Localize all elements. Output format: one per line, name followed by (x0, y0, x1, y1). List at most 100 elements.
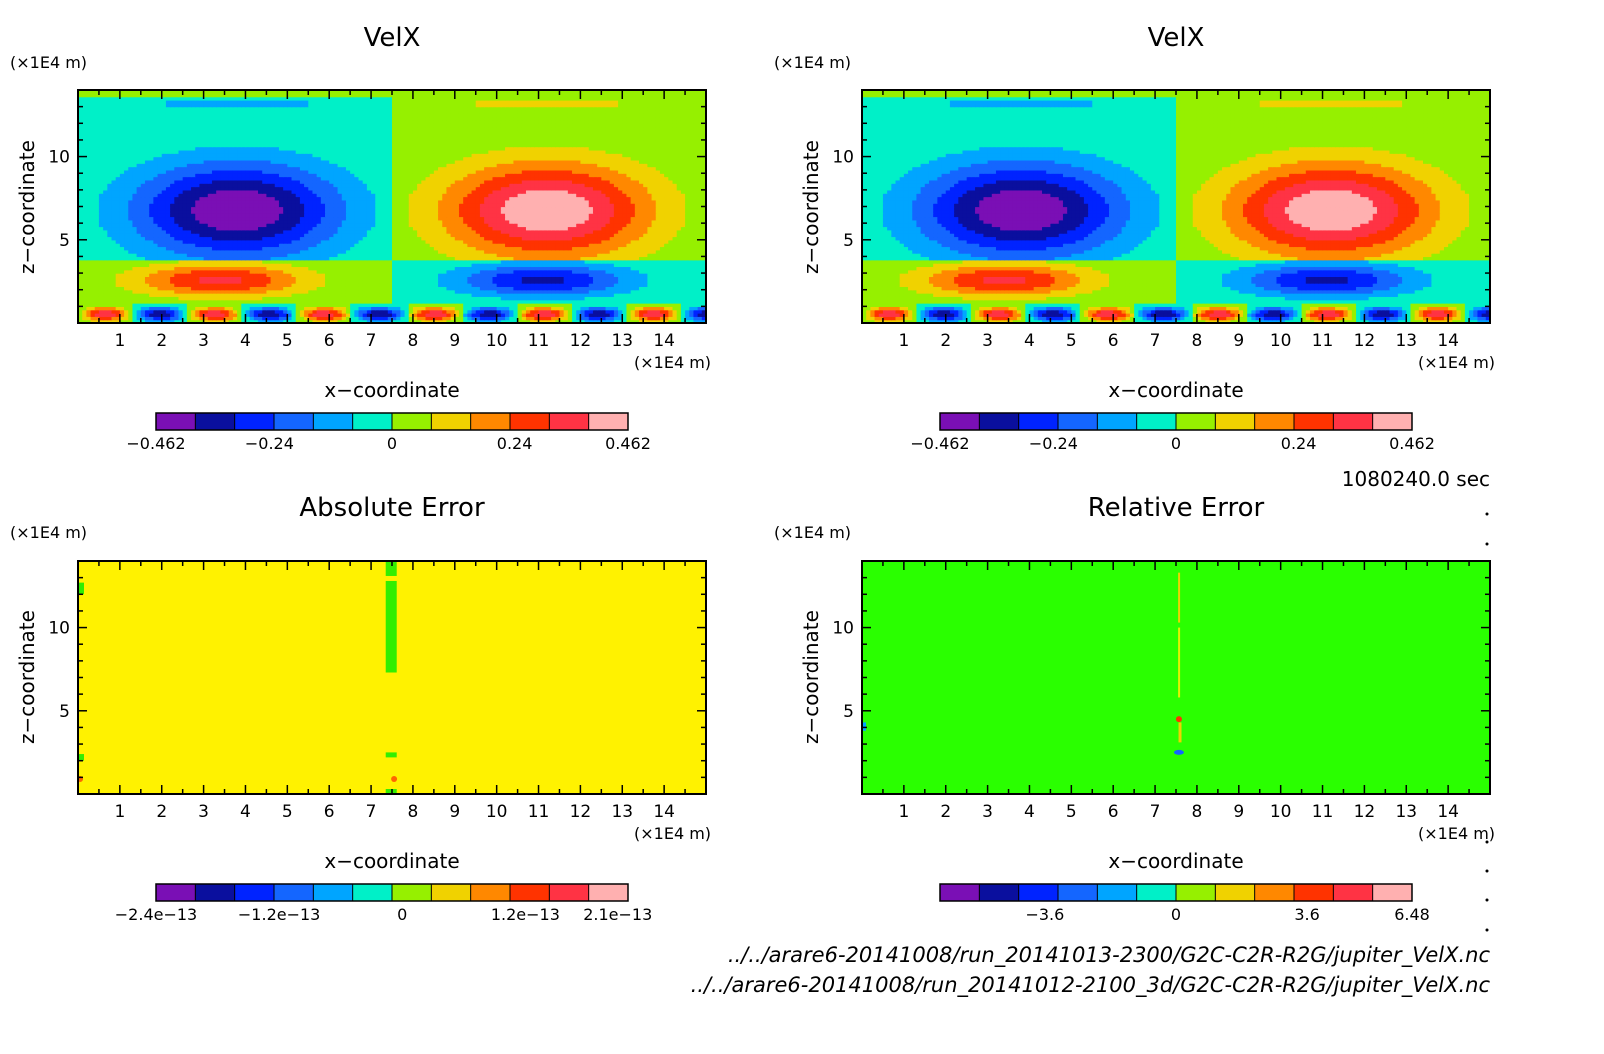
field-cell (186, 256, 192, 261)
field-cell (488, 303, 494, 307)
field-cell (697, 313, 703, 317)
field-cell (136, 233, 142, 238)
field-cell (689, 303, 695, 307)
field-cell (542, 253, 548, 258)
field-cell (362, 226, 368, 231)
field-cell (178, 319, 184, 323)
field-cell (220, 316, 226, 321)
field-cell (266, 309, 272, 314)
field-cell (262, 229, 267, 234)
field-cell (685, 223, 690, 228)
field-cell (613, 289, 619, 294)
field-cell (82, 273, 87, 277)
field-cell (366, 259, 372, 264)
field-cell (170, 299, 175, 304)
field-cell (308, 279, 314, 284)
field-cell (345, 263, 351, 268)
field-cell (396, 243, 401, 248)
field-cell (383, 309, 389, 314)
field-cell (622, 316, 628, 321)
field-cell (78, 236, 83, 241)
field-cell (530, 289, 535, 294)
field-cell (237, 299, 242, 304)
field-cell (366, 283, 372, 287)
field-cell (421, 219, 427, 224)
field-cell (521, 266, 527, 271)
field-cell (362, 273, 368, 277)
field-cell (258, 236, 263, 241)
field-cell (211, 226, 217, 231)
field-cell (170, 296, 175, 301)
field-cell (228, 229, 234, 234)
field-cell (584, 283, 590, 287)
field-cell (659, 223, 665, 228)
field-cell (216, 293, 221, 297)
field-cell (262, 313, 267, 317)
field-cell (165, 236, 171, 241)
field-cell (199, 316, 205, 321)
field-cell (366, 239, 372, 244)
field-cell (195, 269, 201, 274)
field-cell (258, 283, 263, 287)
field-cell (505, 263, 510, 268)
field-cell (90, 239, 96, 244)
field-cell (500, 286, 506, 291)
field-cell (438, 223, 443, 228)
field-cell (618, 259, 623, 264)
field-cell (350, 263, 355, 268)
field-cell (580, 273, 586, 277)
field-cell (316, 243, 322, 248)
field-cell (643, 286, 648, 291)
field-cell (329, 306, 334, 311)
field-cell (86, 246, 92, 251)
field-cell (572, 239, 577, 244)
field-cell (107, 306, 113, 311)
field-cell (458, 253, 464, 258)
field-cell (119, 229, 125, 234)
field-cell (400, 313, 406, 317)
field-cell (111, 229, 117, 234)
field-cell (588, 319, 594, 323)
field-cell (341, 286, 347, 291)
field-cell (425, 259, 431, 264)
field-cell (228, 223, 234, 228)
field-cell (513, 219, 519, 224)
field-cell (366, 249, 372, 254)
field-cell (291, 236, 297, 241)
field-cell (655, 269, 661, 274)
field-cell (530, 229, 535, 234)
field-cell (232, 296, 238, 301)
field-cell (308, 313, 314, 317)
field-cell (82, 279, 87, 284)
field-cell (266, 286, 272, 291)
field-cell (161, 239, 167, 244)
field-cell (341, 293, 347, 297)
field-cell (82, 276, 87, 281)
field-cell (304, 256, 309, 261)
field-cell (258, 216, 263, 221)
field-cell (542, 233, 548, 238)
field-cell (517, 223, 523, 228)
field-cell (140, 243, 146, 248)
field-cell (701, 289, 706, 294)
field-cell (572, 276, 577, 281)
field-cell (266, 276, 272, 281)
field-cell (304, 229, 309, 234)
field-cell (345, 313, 351, 317)
field-cell (203, 283, 209, 287)
field-cell (379, 263, 385, 268)
field-cell (488, 306, 494, 311)
field-cell (685, 269, 690, 274)
field-cell (207, 269, 213, 274)
field-cell (521, 253, 527, 258)
field-cell (446, 296, 452, 301)
field-cell (253, 253, 259, 258)
field-cell (220, 239, 226, 244)
field-cell (534, 229, 540, 234)
field-cell (337, 226, 343, 231)
field-cell (211, 293, 217, 297)
field-cell (341, 289, 347, 294)
field-cell (119, 213, 125, 218)
field-cell (350, 313, 355, 317)
field-cell (207, 299, 213, 304)
